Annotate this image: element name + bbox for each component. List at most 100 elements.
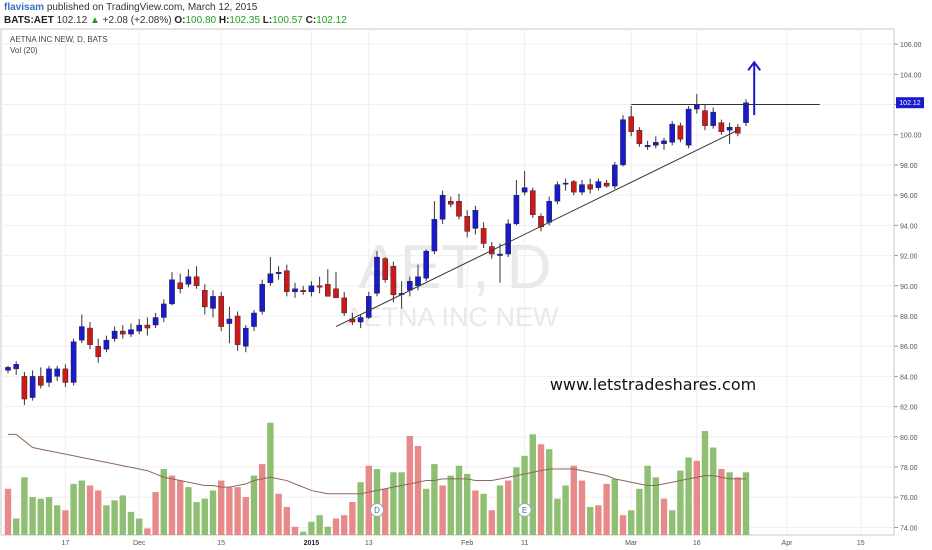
candle-up: [111, 326, 118, 342]
time-axis[interactable]: 17 Dec 15 2015 13 Feb 11 Mar 16 Apr 15: [62, 540, 865, 547]
volume-bar: [259, 464, 266, 535]
candle-down: [284, 264, 290, 297]
candle-body: [242, 327, 249, 347]
candle-body: [78, 326, 85, 341]
candle-down: [448, 196, 454, 208]
volume-bar: [398, 472, 405, 535]
volume-bar: [119, 495, 126, 535]
candle-down: [587, 178, 593, 194]
up-arrow-annotation[interactable]: [747, 60, 762, 116]
volume-bar: [390, 472, 397, 535]
price-tick-label: 106.00: [900, 42, 922, 49]
candle-body: [251, 312, 257, 327]
candle-up: [497, 243, 503, 283]
candle-up: [612, 161, 618, 190]
volume-bar: [316, 515, 323, 535]
volume-bar: [423, 488, 430, 535]
candle-body: [13, 364, 20, 370]
candle-body: [226, 318, 233, 324]
volume-bar: [480, 493, 487, 535]
volume-bar: [341, 515, 348, 535]
candle-body: [5, 367, 11, 371]
volume-bar: [250, 475, 258, 535]
volume-bar: [111, 500, 118, 535]
volume-moving-average: [8, 433, 746, 495]
candle-up: [357, 314, 364, 329]
candle-up: [29, 370, 36, 401]
high-value: 102.35: [229, 15, 261, 26]
volume-bar: [644, 465, 651, 535]
candle-body: [702, 110, 708, 126]
volume-bar: [168, 475, 176, 535]
time-tick-label: 2015: [304, 540, 320, 547]
volume-bar: [275, 493, 282, 535]
event-marker: E: [517, 503, 532, 517]
candle-body: [119, 330, 126, 335]
candle-up: [669, 121, 675, 146]
candle-down: [718, 119, 725, 135]
volume-bar: [373, 469, 381, 535]
candle-up: [653, 136, 659, 149]
candle-up: [242, 325, 249, 353]
candle-body: [423, 250, 430, 279]
candle-body: [513, 194, 520, 225]
candle-body: [439, 194, 446, 220]
volume-bar: [578, 480, 586, 535]
chart-header: flavisam published on TradingView.com, M…: [0, 0, 932, 28]
candle-down: [87, 322, 93, 350]
volume-bar: [554, 498, 561, 535]
candle-body: [152, 317, 159, 326]
website-watermark: www.letstradeshares.com: [550, 375, 756, 394]
volume-bar: [513, 467, 520, 535]
volume-bar: [209, 490, 217, 535]
candle-down: [702, 104, 708, 131]
volume-bar: [13, 518, 20, 535]
candle-body: [193, 276, 200, 286]
author-name[interactable]: flavisam: [4, 2, 45, 13]
volume-bar: [414, 445, 422, 535]
candle-down: [38, 367, 44, 389]
candle-body: [374, 256, 380, 294]
volume-bar: [710, 447, 717, 535]
candle-down: [21, 371, 28, 406]
volume-bar: [226, 487, 233, 535]
up-arrow-icon: [747, 60, 762, 71]
volume-bar: [439, 485, 446, 535]
candle-body: [480, 228, 487, 244]
candle-down: [530, 187, 536, 218]
candle-body: [128, 329, 134, 335]
volume-bar: [701, 431, 709, 535]
support-trendline[interactable]: [335, 129, 739, 328]
volume-bar: [521, 455, 528, 535]
candle-down: [325, 269, 331, 297]
candle-up: [505, 219, 512, 258]
volume-bar: [127, 511, 135, 535]
volume-bar: [54, 505, 61, 535]
candle-up: [562, 178, 569, 191]
time-tick-label: Apr: [782, 540, 794, 547]
candle-body: [160, 303, 167, 318]
time-tick-label: 13: [365, 540, 373, 547]
candle-body: [316, 285, 323, 288]
candle-body: [111, 330, 118, 339]
candle-body: [95, 345, 101, 357]
candle-body: [677, 125, 684, 140]
candle-body: [415, 276, 421, 286]
candle-up: [169, 272, 175, 306]
volume-bar: [447, 475, 454, 535]
candle-up: [275, 266, 282, 280]
candle-up: [267, 257, 274, 286]
candle-body: [284, 270, 290, 293]
price-axis[interactable]: 106.00104.00102.00100.0098.0096.0094.009…: [894, 42, 922, 532]
candle-down: [62, 364, 69, 387]
candle-body: [571, 181, 577, 193]
candle-down: [234, 311, 241, 351]
volume-bar: [726, 472, 733, 535]
candle-up: [46, 365, 52, 387]
candle-body: [595, 181, 602, 188]
candle-body: [366, 296, 372, 318]
candle-down: [177, 273, 184, 294]
candle-up: [521, 170, 528, 196]
